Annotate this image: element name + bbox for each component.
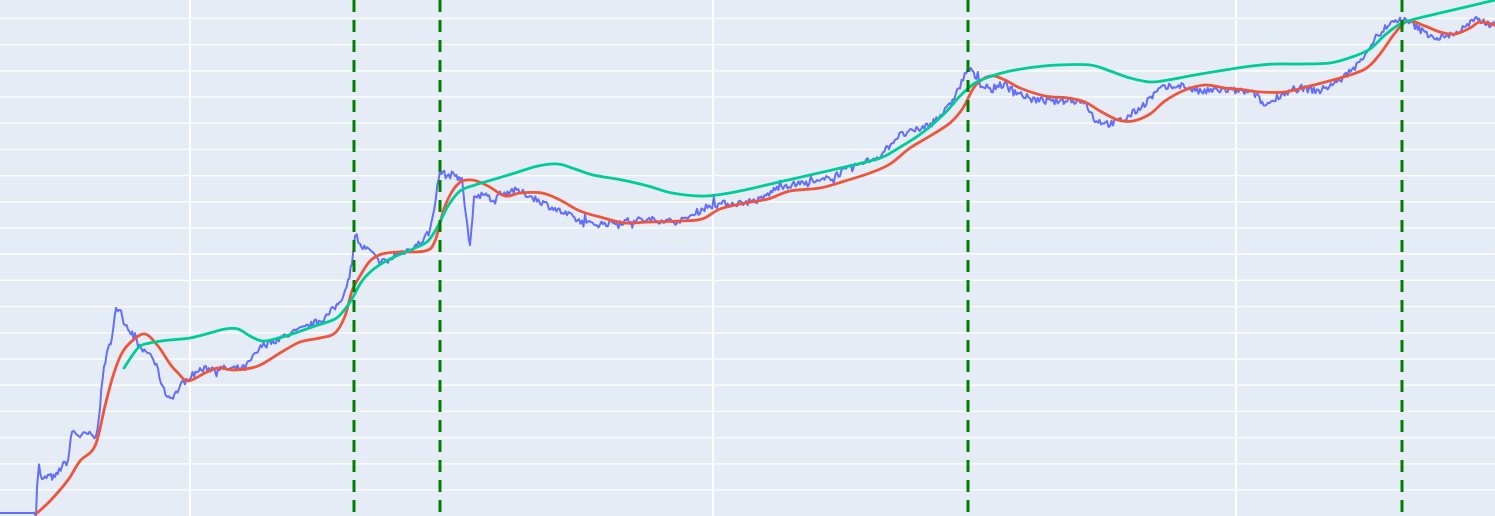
series-line-long_ma bbox=[122, 0, 1495, 370]
event-lines bbox=[352, 0, 1404, 516]
series-line-short_ma bbox=[35, 19, 1495, 515]
